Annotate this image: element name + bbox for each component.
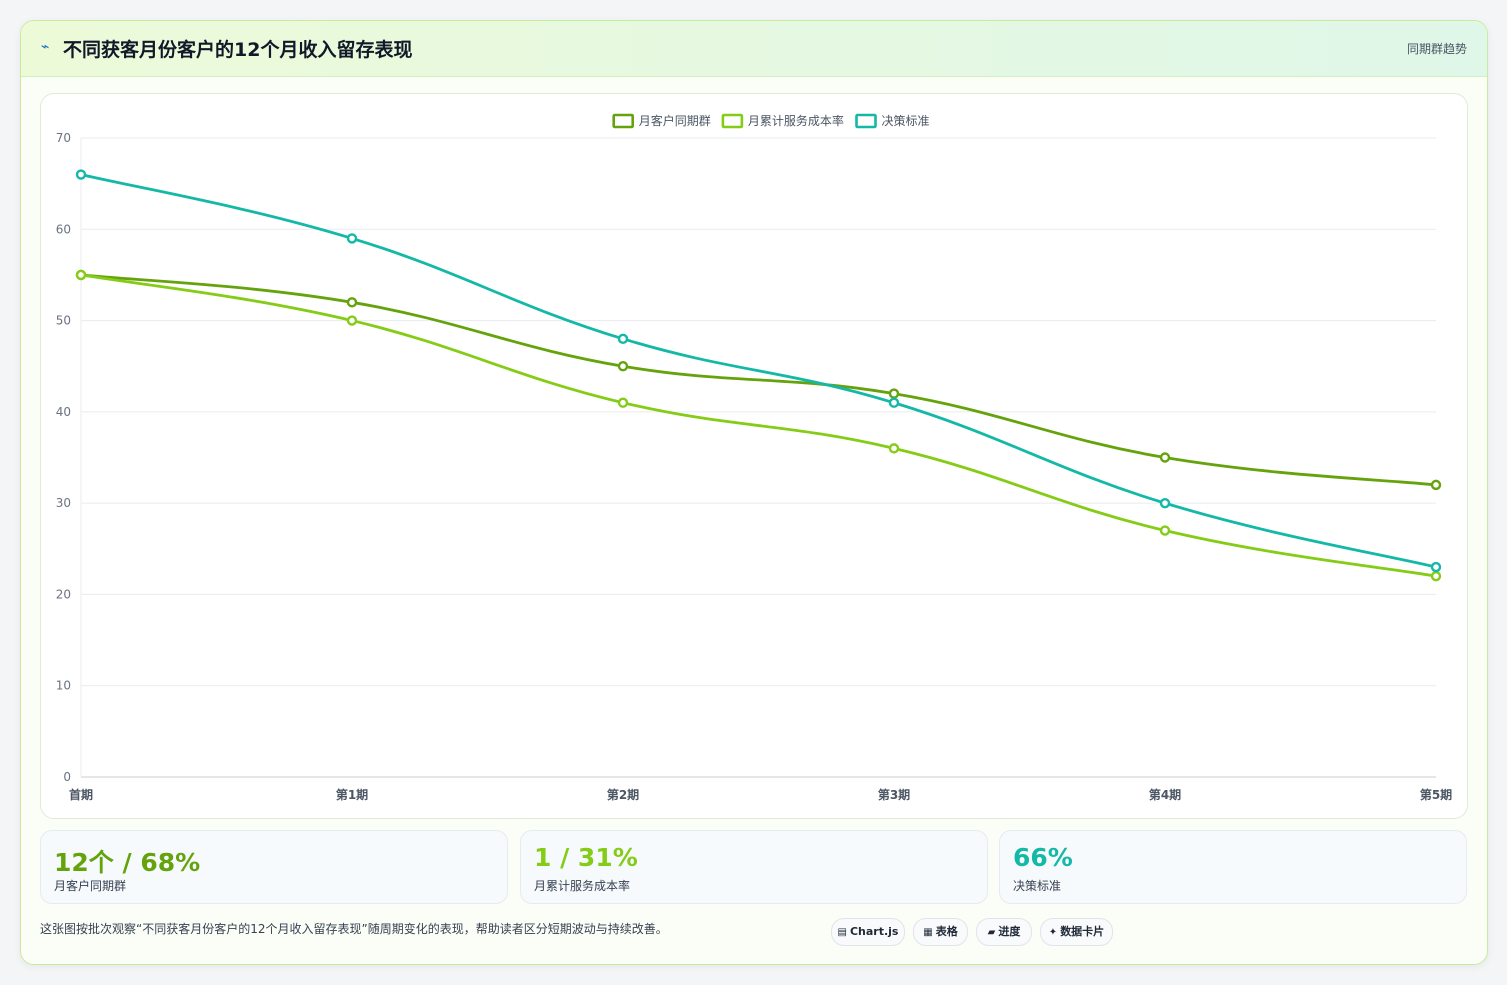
kpi-label: 月累计服务成本率: [534, 879, 631, 893]
data-point: [1430, 479, 1442, 491]
data-point: [888, 388, 900, 399]
y-tick-label: 30: [56, 496, 71, 510]
y-tick-label: 50: [56, 314, 71, 328]
legend-swatch: [721, 113, 744, 129]
y-tick-label: 10: [56, 679, 71, 693]
x-tick-label: 第1期: [336, 787, 368, 802]
table-icon: ▦: [923, 927, 933, 938]
legend-label: 月客户同期群: [639, 113, 711, 128]
data-point: [75, 269, 87, 281]
y-tick-label: 20: [56, 587, 71, 601]
kpi-value: 66%: [1013, 843, 1073, 872]
kpi-card-3: 66% 决策标准: [999, 830, 1467, 904]
x-tick-label: 第5期: [1420, 787, 1452, 802]
card-header: ⌁ 不同获客月份客户的12个月收入留存表现 同期群趋势: [21, 21, 1487, 77]
legend-swatch: [612, 113, 635, 129]
legend-label: 月累计服务成本率: [748, 113, 844, 128]
series-line: [79, 273, 1438, 487]
pill-label: Chart.js: [849, 925, 899, 938]
y-tick-label: 60: [56, 222, 71, 236]
kpi-card-2: 1 / 31% 月累计服务成本率: [520, 830, 988, 904]
line-chart: 0 10 20 30 40 50 60 70 首期 第1期 第2期 第3期 第4期 第5期 月客户同期群 月累…: [56, 113, 1452, 802]
kpi-value: 1 / 31%: [534, 843, 638, 872]
x-tick-label: 首期: [69, 787, 93, 802]
series-line: [79, 273, 1438, 578]
pill-label: 数据卡片: [1060, 925, 1105, 938]
data-point: [888, 443, 900, 454]
data-point: [1430, 561, 1442, 573]
y-tick-label: 0: [63, 770, 71, 784]
chart-card: ⌁ 不同获客月份客户的12个月收入留存表现 同期群趋势 0 10 20 30 40 50 6…: [20, 20, 1488, 965]
pill-table[interactable]: ▦ 表格: [913, 918, 968, 946]
data-point: [75, 169, 87, 180]
series-line: [79, 173, 1438, 569]
kpi-card-1: 12个 / 68% 月客户同期群: [40, 830, 508, 904]
x-tick-label: 第4期: [1149, 787, 1181, 802]
kpi-value: 12个 / 68%: [54, 848, 201, 877]
y-tick-label: 70: [56, 131, 71, 145]
y-tick-label: 40: [56, 405, 71, 419]
progress-icon: ▰: [987, 927, 996, 938]
pill-chartjs[interactable]: ▤ Chart.js: [831, 918, 905, 946]
data-point: [617, 361, 629, 372]
chart-tag: 同期群趋势: [1406, 42, 1467, 56]
legend-swatch: [855, 113, 877, 129]
pill-label: 表格: [935, 925, 958, 938]
chart-area: 0 10 20 30 40 50 60 70 首期 第1期 第2期 第3期 第4期 第5期 月客户同期群 月累…: [40, 93, 1468, 819]
data-point: [1159, 525, 1171, 536]
kpi-label: 决策标准: [1013, 879, 1062, 893]
x-tick-label: 第3期: [878, 787, 910, 802]
kpi-label: 月客户同期群: [54, 879, 127, 893]
sparkle-icon: ✦: [1048, 927, 1058, 938]
data-point: [1430, 570, 1442, 582]
trend-icon: ⌁: [41, 39, 50, 55]
data-point: [346, 233, 358, 244]
chart-title: 不同获客月份客户的12个月收入留存表现: [63, 39, 413, 61]
data-point: [888, 397, 900, 408]
pill-data-cards[interactable]: ✦ 数据卡片: [1040, 918, 1113, 946]
data-point: [617, 397, 629, 408]
data-point: [346, 297, 358, 308]
data-point: [1159, 452, 1171, 463]
data-point: [1159, 497, 1171, 509]
footnote: 这张图按批次观察“不同获客月份客户的12个月收入留存表现”随周期变化的表现，帮助…: [40, 922, 668, 936]
chart-icon: ▤: [837, 927, 847, 938]
pill-progress[interactable]: ▰ 进度: [976, 918, 1032, 946]
pill-label: 进度: [998, 925, 1021, 938]
x-tick-label: 第2期: [607, 787, 639, 802]
data-point: [617, 333, 629, 345]
data-point: [346, 315, 358, 326]
legend-label: 决策标准: [882, 114, 930, 128]
